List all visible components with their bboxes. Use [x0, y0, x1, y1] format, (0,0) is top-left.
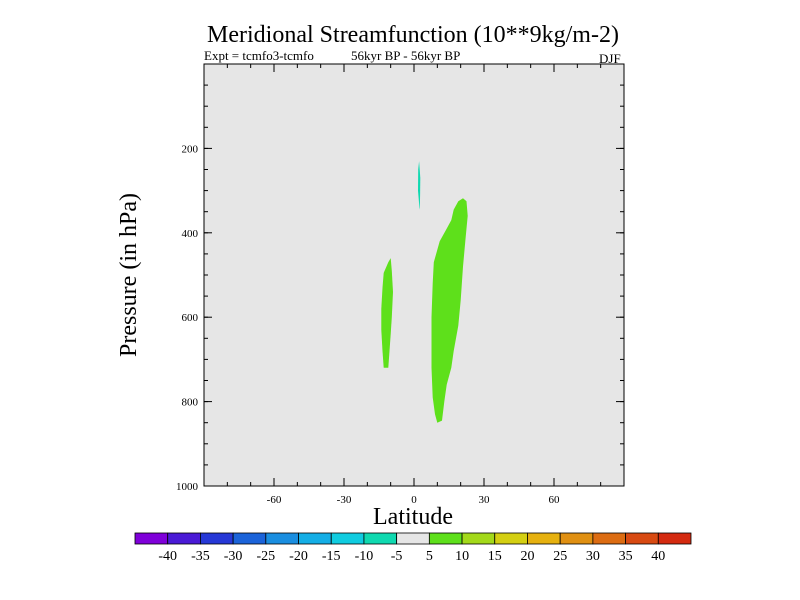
y-tick-label: 1000 — [176, 481, 199, 493]
positive-cell-south — [381, 258, 393, 368]
x-tick-label: 60 — [549, 494, 561, 506]
chart-title: Meridional Streamfunction (10**9kg/m-2) — [207, 22, 619, 48]
colorbar-swatch — [265, 532, 299, 545]
colorbar-swatch — [200, 532, 234, 545]
colorbar-swatch — [559, 532, 594, 545]
x-tick-label: 0 — [411, 494, 417, 506]
colorbar-label: 20 — [521, 549, 535, 564]
colorbar-label: -40 — [158, 549, 177, 564]
colorbar-swatch — [428, 532, 463, 545]
y-tick-label: 400 — [182, 228, 199, 240]
colorbar-swatch — [134, 532, 169, 545]
y-tick-label: 800 — [182, 397, 199, 409]
colorbar-label: -35 — [191, 549, 210, 564]
subtitle-period: 56kyr BP - 56kyr BP — [351, 48, 460, 63]
colorbar-swatch — [330, 532, 365, 545]
colorbar-swatch — [363, 532, 398, 545]
x-tick-label: 30 — [479, 494, 491, 506]
negative-cell-upper — [418, 161, 421, 210]
colorbar-label: -20 — [289, 549, 308, 564]
colorbar-label: 10 — [455, 549, 469, 564]
contour-regions — [381, 161, 468, 423]
x-tick-label: -30 — [337, 494, 352, 506]
plot-background — [204, 64, 624, 486]
colorbar-label: -30 — [224, 549, 243, 564]
colorbar-swatch — [461, 532, 496, 545]
colorbar-label: 30 — [586, 549, 600, 564]
colorbar-label: 15 — [488, 549, 502, 564]
colorbar-label: -15 — [322, 549, 341, 564]
x-tick-label: -60 — [267, 494, 282, 506]
colorbar: -40 -35 -30 -25 -20 -15 -10 -5 5 10 15 20 25 30 35 40 — [134, 532, 692, 564]
y-tick-label: 600 — [182, 312, 199, 324]
subtitle-experiment: Expt = tcmfo3-tcmfo — [204, 48, 314, 63]
y-axis-label: Pressure (in hPa) — [116, 193, 142, 357]
colorbar-label: -5 — [391, 549, 403, 564]
colorbar-label: 25 — [553, 549, 567, 564]
colorbar-label: 35 — [619, 549, 633, 564]
positive-cell-north — [431, 198, 468, 423]
y-tick-label: 200 — [182, 143, 199, 155]
colorbar-swatch — [527, 532, 561, 545]
season-label: DJF — [599, 51, 621, 66]
axes: -60 -30 0 30 60 200 400 600 800 1000 — [176, 63, 625, 506]
colorbar-swatch — [657, 532, 692, 545]
colorbar-label: -25 — [256, 549, 275, 564]
colorbar-label: 40 — [651, 549, 665, 564]
x-axis-label: Latitude — [373, 504, 453, 530]
colorbar-swatch — [592, 532, 626, 545]
plot-area — [204, 64, 624, 486]
colorbar-swatch — [167, 532, 201, 545]
colorbar-label: 5 — [426, 549, 433, 564]
colorbar-swatch — [232, 532, 267, 545]
colorbar-swatch — [298, 532, 332, 545]
colorbar-swatch — [625, 532, 659, 545]
colorbar-label: -10 — [355, 549, 374, 564]
colorbar-swatch — [396, 532, 430, 545]
colorbar-swatch — [494, 532, 528, 545]
